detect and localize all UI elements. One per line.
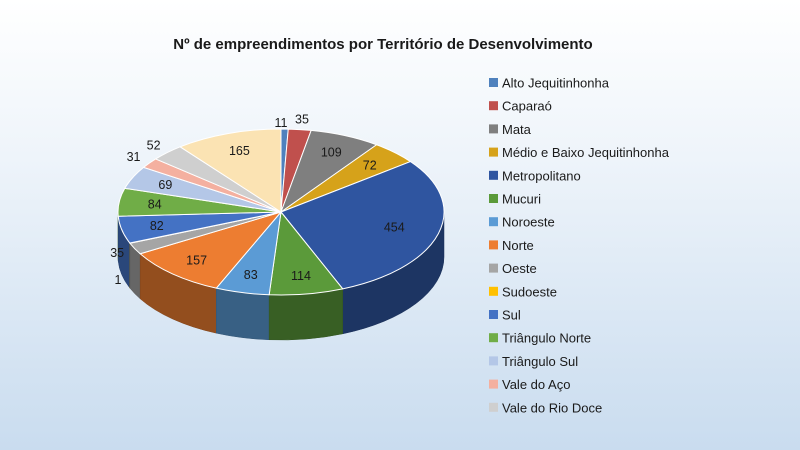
legend-swatch — [489, 402, 498, 412]
legend-label: Caparaó — [502, 99, 552, 114]
legend-swatch — [489, 147, 498, 157]
legend-swatch — [489, 217, 498, 227]
pie-data-label: 83 — [244, 268, 258, 282]
legend-swatch — [489, 263, 498, 273]
pie-data-label: 165 — [229, 144, 250, 158]
legend-label: Alto Jequitinhonha — [502, 76, 610, 91]
pie-slice-side — [268, 288, 343, 341]
pie-data-label: 114 — [291, 269, 311, 283]
legend-swatch — [489, 310, 498, 319]
legend-swatch — [489, 356, 498, 366]
pie-data-label: 1 — [115, 273, 122, 287]
legend-swatch — [489, 194, 498, 203]
pie-data-labels: 11 35 109 72 454 114 83 157 35 1 82 84 69 31 52 165 — [110, 113, 405, 287]
pie-slice — [139, 211, 283, 289]
legend-label: Oeste — [502, 261, 537, 276]
pie-slice-side — [216, 287, 270, 341]
legend-label: Médio e Baixo Jequitinhonha — [502, 145, 670, 160]
pie-slice — [179, 128, 282, 213]
pie-data-label: 109 — [321, 146, 342, 160]
pie-data-label: 157 — [186, 253, 207, 267]
pie-data-label: 84 — [148, 197, 162, 211]
legend-label: Norte — [502, 238, 534, 253]
pie-data-label: 82 — [150, 219, 164, 233]
legend-label: Mata — [502, 122, 532, 137]
pie-data-label: 454 — [384, 221, 405, 235]
pie-data-label: 52 — [147, 138, 161, 152]
legend-label: Metropolitano — [502, 168, 581, 183]
legend-label: Triângulo Sul — [502, 354, 578, 369]
pie-data-label: 35 — [295, 113, 309, 127]
pie-data-label: 35 — [110, 246, 124, 260]
legend: Alto Jequitinhonha Caparaó Mata Médio e Bai… — [489, 76, 670, 415]
legend-swatch — [489, 124, 498, 134]
legend-label: Mucuri — [502, 192, 541, 207]
legend-label: Vale do Aço — [502, 377, 570, 392]
legend-label: Sul — [502, 308, 521, 323]
legend-label: Sudoeste — [502, 284, 557, 299]
pie-data-label: 11 — [275, 116, 288, 130]
chart-title: Nº de empreendimentos por Território de … — [173, 36, 592, 53]
legend-label: Vale do Rio Doce — [502, 400, 602, 415]
pie-data-label: 69 — [158, 178, 172, 192]
legend-swatch — [489, 170, 498, 180]
legend-swatch — [489, 101, 498, 111]
pie-data-label: 72 — [363, 159, 377, 173]
legend-swatch — [489, 286, 498, 296]
legend-swatch — [489, 240, 498, 250]
legend-swatch — [489, 333, 498, 343]
legend-swatch — [489, 379, 498, 389]
pie-top — [117, 128, 445, 296]
pie-slice — [280, 161, 445, 290]
legend-swatch — [489, 78, 498, 87]
legend-label: Triângulo Norte — [502, 331, 591, 346]
legend-label: Noroeste — [502, 215, 555, 230]
pie-data-label: 31 — [127, 150, 141, 164]
